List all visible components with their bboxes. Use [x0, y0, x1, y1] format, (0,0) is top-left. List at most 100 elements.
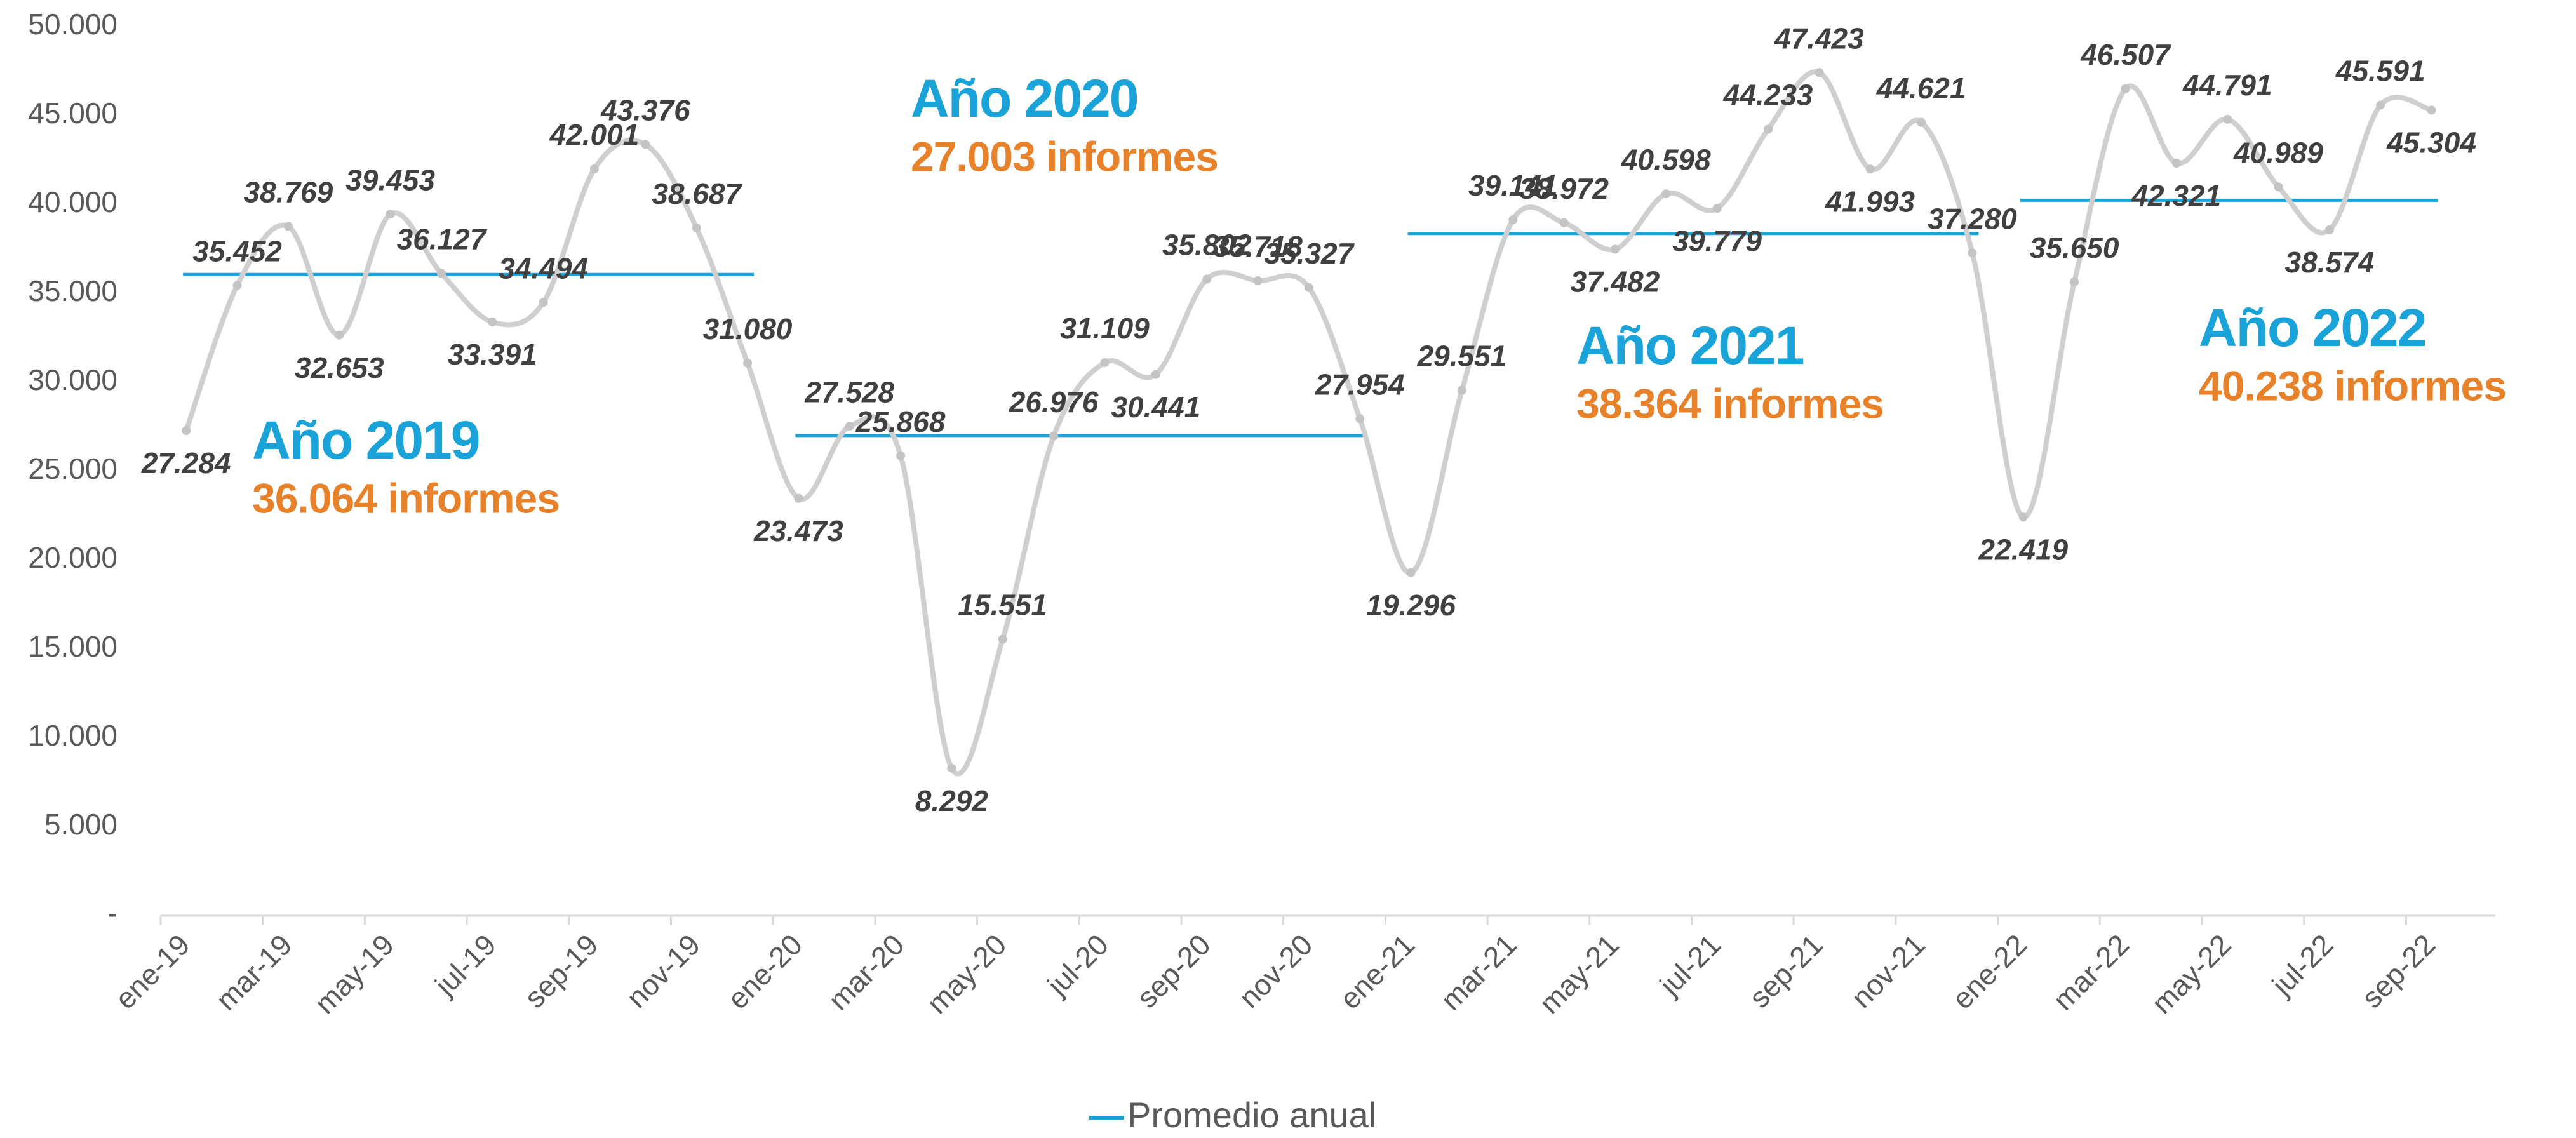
x-tick-label: may-20 [920, 928, 1012, 1020]
point [182, 426, 191, 436]
point [1764, 124, 1773, 134]
data-label: 35.327 [1265, 237, 1355, 270]
y-tick-label: - [108, 897, 117, 930]
x-tick-label: sep-20 [1130, 928, 1217, 1014]
data-label: 45.304 [2386, 126, 2476, 159]
point [1508, 215, 1518, 225]
x-tick-label: ene-20 [721, 928, 808, 1015]
point [1049, 431, 1059, 441]
data-label: 35.718 [1213, 230, 1303, 263]
point [1815, 68, 1824, 77]
data-label: 42.001 [549, 118, 640, 151]
data-label: 36.127 [397, 223, 488, 256]
y-tick-label: 35.000 [28, 274, 117, 307]
x-tick-label: nov-19 [620, 928, 706, 1014]
y-tick-label: 20.000 [28, 541, 117, 574]
point [2171, 159, 2181, 168]
point [335, 330, 344, 340]
data-label: 32.653 [295, 351, 384, 384]
x-tick-label: ene-21 [1333, 928, 1421, 1015]
y-tick-label: 15.000 [28, 630, 117, 663]
x-tick-label: sep-22 [2355, 928, 2441, 1014]
x-tick-label: sep-21 [1743, 928, 1829, 1014]
point [1406, 568, 1416, 577]
point [1253, 276, 1263, 285]
x-tick-label: jul-20 [1040, 928, 1115, 1003]
point [283, 222, 293, 231]
data-label: 37.482 [1571, 265, 1660, 298]
point [1355, 414, 1365, 424]
data-label: 30.441 [1111, 391, 1200, 424]
annotation-value: 40.238 informes [2199, 362, 2506, 409]
data-label: 34.494 [499, 251, 588, 284]
x-tick-label: nov-20 [1232, 928, 1318, 1014]
data-label: 39.453 [345, 163, 435, 196]
annotation-value: 27.003 informes [911, 133, 1218, 180]
point [743, 358, 753, 368]
data-label: 38.687 [652, 177, 742, 210]
data-label: 40.989 [2233, 136, 2323, 169]
point [436, 269, 446, 278]
data-label: 8.292 [915, 784, 989, 817]
data-label: 46.507 [2080, 38, 2171, 71]
point [1202, 274, 1212, 284]
data-label: 35.452 [192, 235, 282, 268]
point [1610, 244, 1620, 254]
data-label: 44.233 [1723, 79, 1813, 112]
point [1968, 248, 1977, 258]
point [2376, 100, 2385, 110]
data-label: 38.972 [1519, 172, 1609, 205]
point [998, 634, 1007, 644]
annotation-value: 36.064 informes [252, 474, 560, 521]
data-label: 31.109 [1060, 312, 1150, 345]
point [794, 493, 803, 503]
y-tick-label: 10.000 [28, 719, 117, 752]
point [1661, 189, 1671, 199]
y-tick-label: 45.000 [28, 97, 117, 130]
point [1151, 370, 1160, 379]
point [1712, 204, 1722, 213]
x-tick-label: jul-19 [427, 928, 502, 1003]
data-label: 39.141 [1468, 169, 1558, 202]
point [1304, 283, 1313, 292]
legend-label: Promedio anual [1127, 1095, 1376, 1135]
x-tick-label: mar-22 [2046, 928, 2135, 1017]
point [2018, 512, 2028, 522]
point [2070, 277, 2079, 286]
data-label: 44.621 [1876, 72, 1966, 105]
point [386, 210, 395, 219]
point [1917, 117, 1926, 127]
x-tick-label: may-22 [2145, 928, 2237, 1020]
point [1559, 218, 1569, 227]
data-label: 38.769 [244, 176, 333, 209]
data-label: 45.591 [2335, 55, 2425, 88]
annotation-title: Año 2022 [2199, 298, 2426, 358]
line [184, 69, 2432, 777]
point [2121, 84, 2130, 93]
point [232, 281, 242, 290]
point [2274, 182, 2283, 192]
x-tick-label: may-21 [1533, 928, 1625, 1020]
data-label: 23.473 [753, 514, 843, 547]
x-tick-label: jul-22 [2265, 928, 2340, 1003]
point [1100, 358, 1110, 367]
point [947, 763, 956, 773]
data-label: 37.280 [1928, 202, 2017, 235]
data-label: 42.321 [2131, 179, 2221, 212]
data-label: 25.868 [855, 405, 946, 438]
point [589, 164, 599, 173]
data-label: 27.954 [1315, 368, 1405, 401]
x-tick-label: nov-21 [1845, 928, 1931, 1014]
data-label: 19.296 [1366, 589, 1456, 622]
y-tick-label: 25.000 [28, 452, 117, 485]
data-label: 27.528 [804, 375, 894, 408]
x-tick-label: may-19 [308, 928, 400, 1020]
point [845, 422, 854, 431]
data-label: 41.993 [1825, 185, 1915, 218]
data-label: 38.574 [2285, 246, 2375, 279]
x-tick-label: ene-19 [109, 928, 196, 1015]
point [539, 298, 548, 307]
annotation-title: Año 2019 [252, 410, 480, 470]
data-label: 39.779 [1672, 224, 1762, 257]
